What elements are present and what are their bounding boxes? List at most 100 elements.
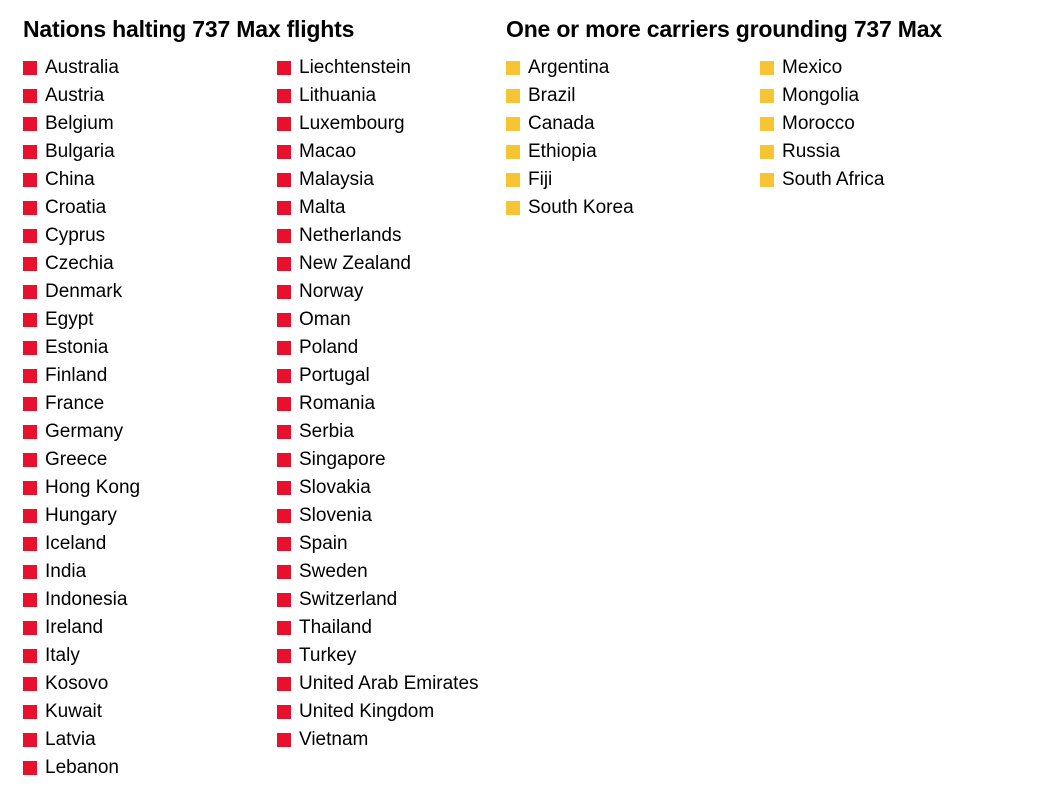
red-square-marker-icon xyxy=(23,257,37,271)
country-name: Switzerland xyxy=(299,589,398,610)
country-name: Slovakia xyxy=(299,477,371,498)
country-name: Morocco xyxy=(782,113,855,134)
red-square-marker-icon xyxy=(23,453,37,467)
red-square-marker-icon xyxy=(277,733,291,747)
country-name: Germany xyxy=(45,421,124,442)
red-square-marker-icon xyxy=(23,341,37,355)
halting-title: Nations halting 737 Max flights xyxy=(23,16,355,42)
yellow-square-marker-icon xyxy=(760,117,774,131)
red-square-marker-icon xyxy=(277,453,291,467)
yellow-square-marker-icon xyxy=(506,201,520,215)
red-square-marker-icon xyxy=(23,565,37,579)
country-name: Turkey xyxy=(299,645,357,666)
country-name: Spain xyxy=(299,533,348,554)
red-square-marker-icon xyxy=(277,229,291,243)
red-square-marker-icon xyxy=(23,201,37,215)
red-square-marker-icon xyxy=(23,705,37,719)
country-name: Malta xyxy=(299,197,346,218)
country-name: Oman xyxy=(299,309,351,330)
country-name: China xyxy=(45,169,95,190)
red-square-marker-icon xyxy=(23,397,37,411)
halting-section: Nations halting 737 Max flights Australi… xyxy=(23,14,493,778)
country-name: Sweden xyxy=(299,561,368,582)
country-name: Greece xyxy=(45,449,108,470)
red-square-marker-icon xyxy=(23,481,37,495)
country-name: Brazil xyxy=(528,85,576,106)
country-name: Kosovo xyxy=(45,673,109,694)
country-name: Mongolia xyxy=(782,85,860,106)
red-square-marker-icon xyxy=(277,313,291,327)
red-square-marker-icon xyxy=(277,201,291,215)
red-square-marker-icon xyxy=(23,509,37,523)
country-name: Estonia xyxy=(45,337,109,358)
yellow-square-marker-icon xyxy=(506,145,520,159)
country-name: Singapore xyxy=(299,449,386,470)
country-name: Argentina xyxy=(528,57,610,78)
country-name: Poland xyxy=(299,337,359,358)
country-name: Egypt xyxy=(45,309,94,330)
red-square-marker-icon xyxy=(277,145,291,159)
country-name: Bulgaria xyxy=(45,141,115,162)
country-name: Cyprus xyxy=(45,225,106,246)
red-square-marker-icon xyxy=(277,565,291,579)
country-name: United Kingdom xyxy=(299,701,435,722)
red-square-marker-icon xyxy=(23,369,37,383)
country-name: Netherlands xyxy=(299,225,402,246)
red-square-marker-icon xyxy=(277,285,291,299)
country-name: Czechia xyxy=(45,253,114,274)
country-name: New Zealand xyxy=(299,253,411,274)
red-square-marker-icon xyxy=(277,257,291,271)
country-name: Canada xyxy=(528,113,595,134)
country-name: Serbia xyxy=(299,421,354,442)
yellow-square-marker-icon xyxy=(760,173,774,187)
country-name: Denmark xyxy=(45,281,123,302)
red-square-marker-icon xyxy=(277,509,291,523)
red-square-marker-icon xyxy=(277,369,291,383)
yellow-square-marker-icon xyxy=(506,89,520,103)
red-square-marker-icon xyxy=(277,481,291,495)
country-name: Norway xyxy=(299,281,364,302)
country-name: Croatia xyxy=(45,197,107,218)
carriers-title: One or more carriers grounding 737 Max xyxy=(506,16,942,42)
red-square-marker-icon xyxy=(277,61,291,75)
country-name: Italy xyxy=(45,645,80,666)
country-name: Indonesia xyxy=(45,589,128,610)
country-name: Fiji xyxy=(528,169,553,190)
red-square-marker-icon xyxy=(277,173,291,187)
country-name: Austria xyxy=(45,85,105,106)
red-square-marker-icon xyxy=(277,621,291,635)
red-square-marker-icon xyxy=(23,621,37,635)
country-name: Slovenia xyxy=(299,505,372,526)
yellow-square-marker-icon xyxy=(760,89,774,103)
country-name: Hungary xyxy=(45,505,117,526)
yellow-square-marker-icon xyxy=(760,145,774,159)
country-name: Malaysia xyxy=(299,169,374,190)
red-square-marker-icon xyxy=(277,117,291,131)
red-square-marker-icon xyxy=(23,173,37,187)
red-square-marker-icon xyxy=(277,89,291,103)
red-square-marker-icon xyxy=(277,341,291,355)
red-square-marker-icon xyxy=(23,145,37,159)
red-square-marker-icon xyxy=(23,761,37,775)
red-square-marker-icon xyxy=(23,537,37,551)
country-name: Finland xyxy=(45,365,108,386)
yellow-square-marker-icon xyxy=(760,61,774,75)
red-square-marker-icon xyxy=(23,593,37,607)
yellow-square-marker-icon xyxy=(506,117,520,131)
red-square-marker-icon xyxy=(23,313,37,327)
country-name: Latvia xyxy=(45,729,96,750)
country-name: Russia xyxy=(782,141,841,162)
country-name: Mexico xyxy=(782,57,843,78)
country-name: Belgium xyxy=(45,113,114,134)
red-square-marker-icon xyxy=(277,649,291,663)
country-name: India xyxy=(45,561,87,582)
country-name: South Africa xyxy=(782,169,885,190)
yellow-square-marker-icon xyxy=(506,173,520,187)
country-name: Kuwait xyxy=(45,701,103,722)
red-square-marker-icon xyxy=(277,593,291,607)
country-name: Lebanon xyxy=(45,757,119,778)
red-square-marker-icon xyxy=(23,89,37,103)
yellow-square-marker-icon xyxy=(506,61,520,75)
country-name: Thailand xyxy=(299,617,372,638)
country-name: Ethiopia xyxy=(528,141,597,162)
